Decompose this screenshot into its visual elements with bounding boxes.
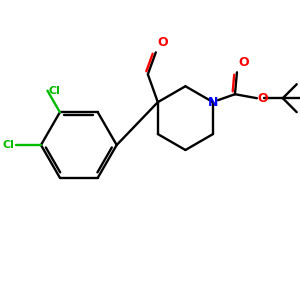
Text: N: N [208,96,218,109]
Text: Cl: Cl [2,140,14,150]
Text: O: O [258,92,268,105]
Text: O: O [158,36,168,50]
Text: Cl: Cl [48,86,60,96]
Text: O: O [238,56,249,69]
